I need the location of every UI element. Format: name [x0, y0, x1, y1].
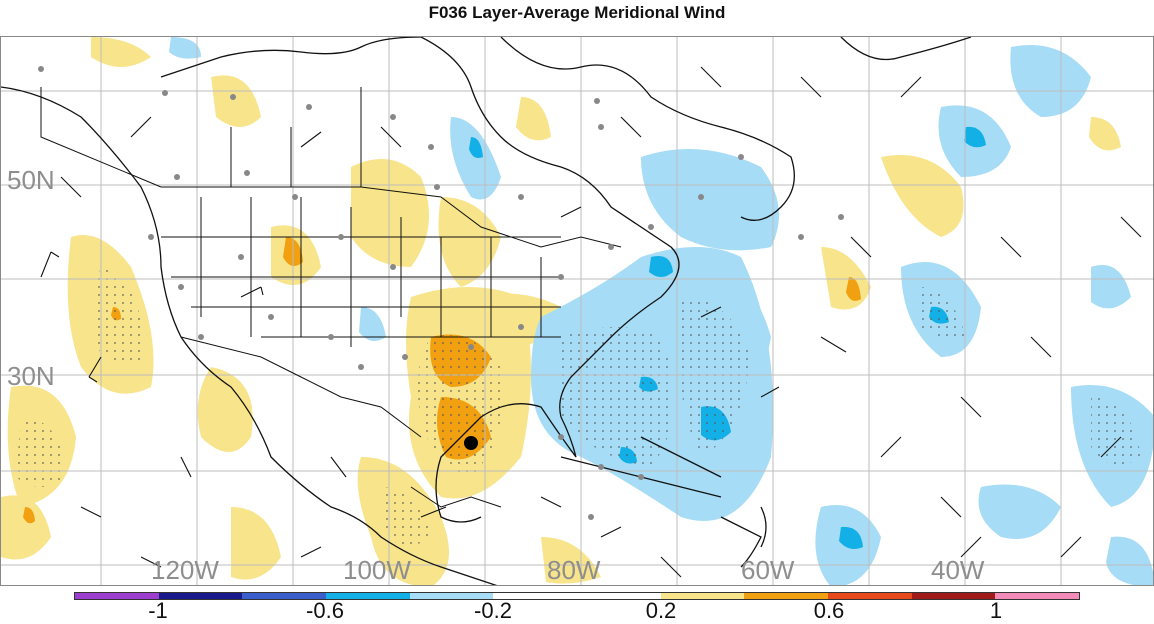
colorbar-segment [75, 593, 159, 599]
colorbar [74, 592, 1080, 600]
political-borders [40, 87, 622, 508]
colorbar-segment [660, 593, 745, 599]
colorbar-segment [744, 593, 829, 599]
colorbar-segment [493, 593, 578, 599]
colorbar-segment [828, 593, 912, 599]
lat-label-30n: 30N [7, 361, 55, 391]
colorbar-tick-label: -0.2 [474, 598, 512, 623]
colorbar-segment [995, 593, 1080, 599]
map-panel: 50N 30N 120W 100W 80W 60W 40W [0, 36, 1154, 586]
location-marker [464, 436, 478, 450]
colorbar-tick-label: 1 [989, 598, 1003, 623]
lon-label-40w: 40W [931, 555, 985, 585]
map-canvas [1, 37, 1153, 585]
map-title: F036 Layer-Average Meridional Wind [428, 3, 726, 22]
lon-label-60w: 60W [741, 555, 795, 585]
coastlines [1, 37, 972, 585]
lon-label-80w: 80W [547, 555, 601, 585]
colorbar-segment [242, 593, 327, 599]
colorbar-tick-label: 0.2 [645, 598, 677, 623]
colorbar-tick-label: 0.6 [813, 598, 845, 623]
station-dots [38, 66, 844, 520]
lon-label-120w: 120W [151, 555, 219, 585]
colorbar-segment [158, 593, 243, 599]
wind-barbs [40, 66, 1142, 578]
lat-lon-grid [1, 37, 1153, 585]
lat-label-50n: 50N [7, 165, 55, 195]
colorbar-tick-label: -0.6 [306, 598, 344, 623]
colorbar-segment [577, 593, 661, 599]
significance-stippling [16, 267, 1141, 546]
lon-label-100w: 100W [343, 555, 411, 585]
colorbar-segment [326, 593, 410, 599]
negative-wind-regions [169, 37, 1153, 585]
colorbar-segment [409, 593, 494, 599]
colorbar-tick-label: -1 [148, 598, 168, 623]
colorbar-segment [911, 593, 996, 599]
